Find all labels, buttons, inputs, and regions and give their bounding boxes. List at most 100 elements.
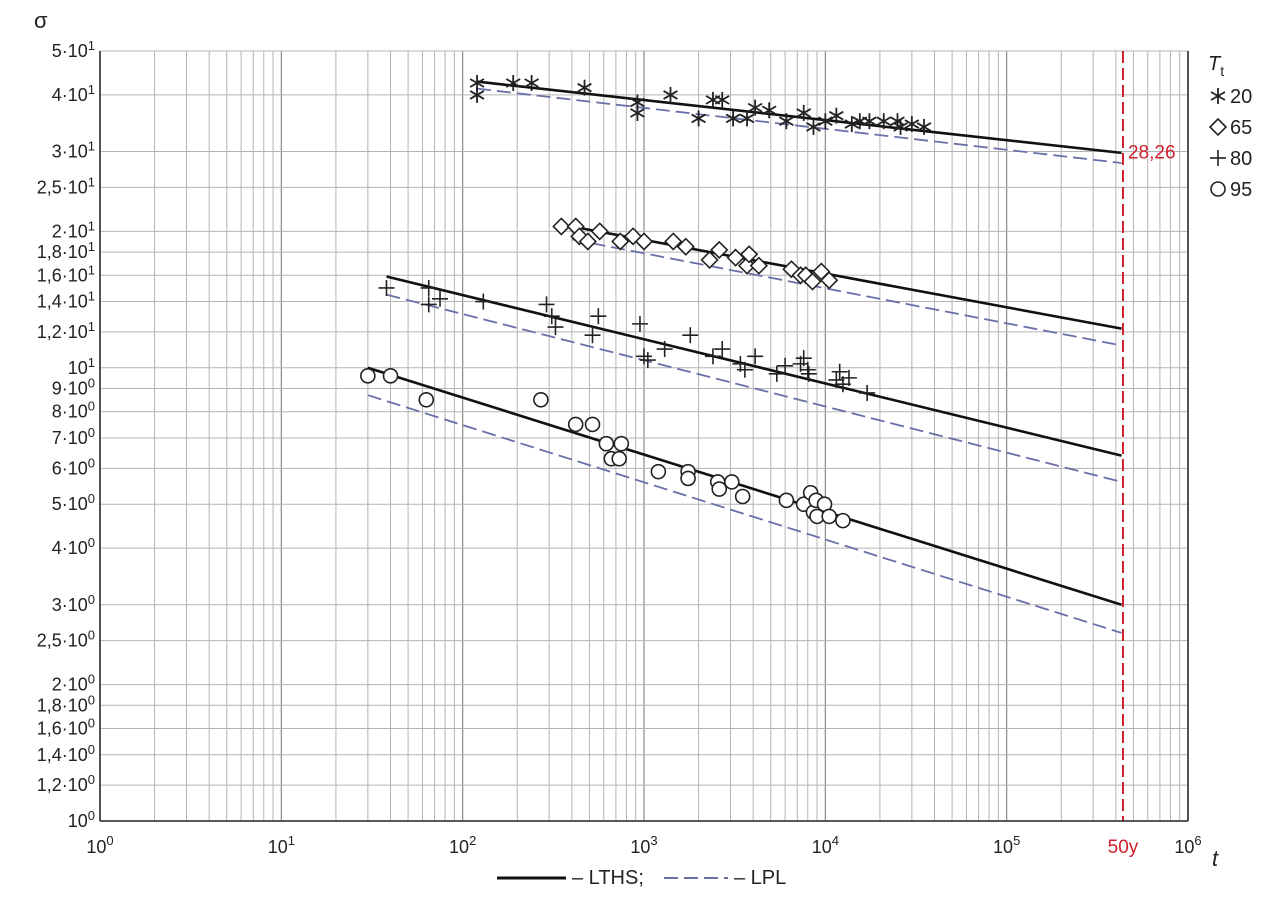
data-point-65 <box>578 232 597 251</box>
legend-marker-80 <box>1210 150 1226 166</box>
data-point-65 <box>590 222 609 241</box>
x-tick-labels: 100 101 102 103 104 105 106 <box>86 833 1201 857</box>
data-point-20 <box>876 113 892 130</box>
data-point-20 <box>577 79 592 96</box>
footer-lths-label: – LTHS; <box>572 867 644 889</box>
data-point-80 <box>859 384 876 401</box>
data-point-80 <box>831 363 848 380</box>
data-point-20 <box>630 104 645 121</box>
data-point-20 <box>761 102 777 119</box>
data-point-80 <box>704 348 721 365</box>
data-point-95 <box>821 508 837 525</box>
data-point-65 <box>664 232 683 251</box>
legend-title: Tt <box>1208 53 1224 79</box>
data-point-95 <box>567 416 584 433</box>
data-point-95 <box>734 488 751 505</box>
y-tick-label: 6·100 <box>52 455 95 478</box>
x-tick-label: 100 <box>86 833 113 857</box>
lths-line-20 <box>476 80 1122 155</box>
data-point-80 <box>777 357 794 374</box>
data-point-65 <box>552 217 571 236</box>
data-point-80 <box>631 315 648 332</box>
data-point-20 <box>469 86 485 103</box>
data-point-65 <box>803 272 822 291</box>
reference-line-layer: 28,26 50y <box>1108 51 1176 858</box>
data-point-20 <box>524 74 539 91</box>
legend-marker-20 <box>1210 88 1226 104</box>
y-tick-label: 9·100 <box>52 376 95 399</box>
data-point-95 <box>680 470 696 487</box>
footer-lpl-label: – LPL <box>734 867 786 889</box>
data-point-80 <box>538 296 555 313</box>
y-tick-label: 1,6·100 <box>37 715 95 738</box>
data-point-80 <box>795 350 812 367</box>
lpl-line-95 <box>367 394 1122 634</box>
data-point-80 <box>768 365 785 382</box>
y-tick-label: 3·101 <box>52 139 95 162</box>
data-point-65 <box>737 256 757 275</box>
y-tick-label: 2,5·101 <box>37 174 95 197</box>
legend-marker-65 <box>1208 117 1228 137</box>
y-tick-label: 4·101 <box>52 82 95 105</box>
x-tick-label: 105 <box>993 833 1020 857</box>
data-point-20 <box>691 110 706 127</box>
data-point-95 <box>778 492 795 509</box>
data-point-65 <box>676 237 695 256</box>
data-point-20 <box>705 91 721 108</box>
reference-value-label: 28,26 <box>1128 143 1176 164</box>
y-tick-label: 5·101 <box>52 38 95 61</box>
data-point-80 <box>639 352 656 369</box>
data-point-80 <box>828 371 845 388</box>
axes-layer <box>99 51 1189 822</box>
data-point-95 <box>598 435 615 452</box>
data-point-80 <box>799 361 816 378</box>
data-point-80 <box>736 361 753 378</box>
y-tick-label: 2·101 <box>52 218 95 241</box>
y-tick-label: 2·100 <box>52 672 95 695</box>
data-point-80 <box>547 319 564 336</box>
data-point-95 <box>724 474 740 490</box>
fit-lines-layer <box>367 80 1122 634</box>
grid-layer <box>99 50 1189 822</box>
y-tick-label: 1,6·101 <box>37 262 95 285</box>
y-tick-labels: 5·1014·1013·1012,5·1012·1011,8·1011,6·10… <box>37 38 95 831</box>
data-point-65 <box>820 271 839 290</box>
data-point-65 <box>611 232 630 251</box>
data-point-95 <box>613 435 630 452</box>
y-axis-title: σ <box>34 8 48 33</box>
y-tick-label: 7·100 <box>52 425 95 448</box>
y-tick-label: 8·100 <box>52 399 95 422</box>
data-point-20 <box>739 110 755 127</box>
y-tick-label: 1,2·101 <box>37 319 95 342</box>
legend-label-80: 80 <box>1230 148 1252 170</box>
data-point-20 <box>714 91 730 108</box>
legend-marker-95 <box>1210 181 1226 197</box>
data-point-95 <box>533 391 549 408</box>
x-axis-title: t <box>1212 846 1219 871</box>
data-point-95 <box>835 512 851 529</box>
data-point-95 <box>382 368 399 384</box>
data-point-20 <box>828 107 844 124</box>
data-point-95 <box>611 450 628 467</box>
y-tick-label: 2,5·100 <box>37 628 95 651</box>
data-point-20 <box>796 104 812 121</box>
data-point-65 <box>740 245 759 264</box>
footer-legend: – LTHS; – LPL <box>497 867 786 889</box>
data-point-80 <box>420 279 437 296</box>
data-point-95 <box>584 416 601 433</box>
data-point-65 <box>710 240 729 260</box>
data-point-65 <box>700 250 719 270</box>
data-point-95 <box>360 368 376 384</box>
x-tick-label: 102 <box>449 833 476 857</box>
data-point-80 <box>636 348 652 365</box>
lths-line-80 <box>386 275 1122 457</box>
legend-label-95: 95 <box>1230 179 1252 201</box>
data-point-20 <box>505 74 521 91</box>
y-tick-label: 4·100 <box>52 535 95 558</box>
data-point-65 <box>634 232 654 251</box>
data-point-80 <box>682 327 699 344</box>
data-point-80 <box>378 279 395 296</box>
legend: Tt 20 65 80 95 <box>1208 53 1252 201</box>
lpl-line-80 <box>386 293 1122 483</box>
